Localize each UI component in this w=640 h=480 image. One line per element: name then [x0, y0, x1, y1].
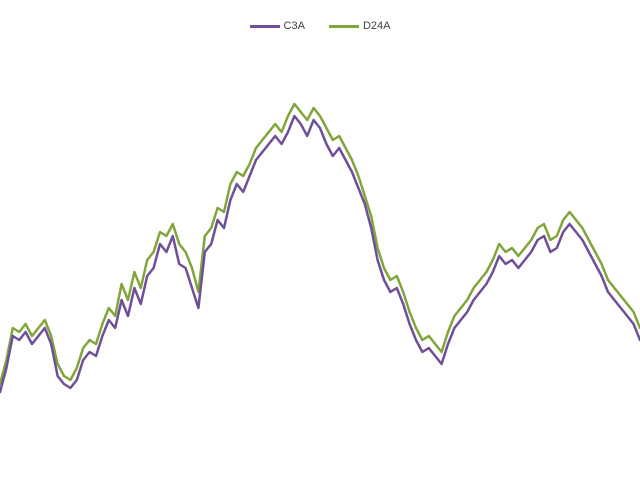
legend-label-d24a: D24A [362, 20, 391, 32]
series-line-d24a [0, 102, 640, 386]
series-layer [0, 102, 640, 394]
legend-label-c3a: C3A [283, 20, 305, 32]
series-line-c3a [0, 114, 640, 394]
legend-swatch-d24a [328, 24, 359, 28]
legend-swatch-c3a [249, 24, 280, 28]
legend-item-d24a: D24A [328, 20, 391, 32]
legend-item-c3a: C3A [249, 20, 305, 32]
chart-legend: C3A D24A [0, 20, 640, 32]
